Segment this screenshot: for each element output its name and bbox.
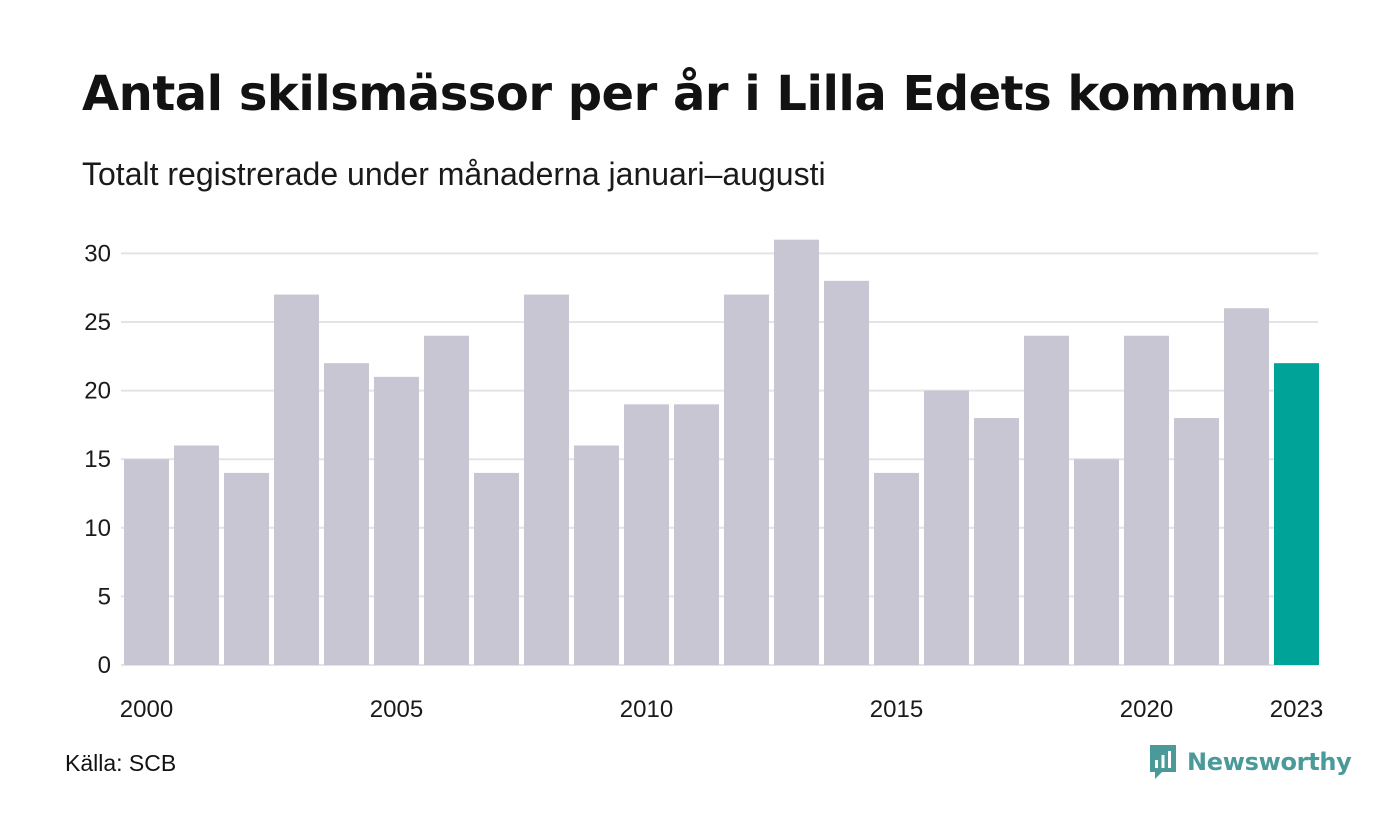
- bar-2015: [874, 472, 919, 665]
- bar-chart: 0 5 10 15 20 25 30 2000 2005 2010 2015 2020 2023: [84, 239, 1323, 723]
- bar-2021: [1174, 418, 1219, 665]
- x-tick-label-2000: 2000: [120, 696, 173, 723]
- bar-2013: [774, 239, 819, 665]
- bar-2016: [924, 390, 969, 665]
- y-tick-label-5: 5: [98, 583, 111, 610]
- bar-2010: [624, 404, 669, 665]
- bar-2006: [424, 335, 469, 665]
- bar-2003: [274, 294, 319, 665]
- bar-2011: [674, 404, 719, 665]
- bar-2007: [474, 472, 519, 665]
- bar-2017: [974, 418, 1019, 665]
- bar-2002: [224, 472, 269, 665]
- y-axis-tick-labels: 0 5 10 15 20 25 30: [84, 240, 111, 679]
- chart-subtitle: Totalt registrerade under månaderna janu…: [82, 156, 826, 192]
- y-tick-label-20: 20: [84, 378, 111, 405]
- bar-2020: [1124, 335, 1169, 665]
- y-tick-label-25: 25: [84, 309, 111, 336]
- bar-2008: [524, 294, 569, 665]
- bar-2009: [574, 445, 619, 665]
- newsworthy-logo: Newsworthy: [1148, 742, 1352, 782]
- bar-2000: [124, 459, 169, 665]
- newsworthy-bar-chart-bubble-icon: [1150, 745, 1176, 779]
- bar-2005: [374, 376, 419, 665]
- bar-2022: [1224, 308, 1269, 665]
- x-tick-label-2015: 2015: [870, 696, 923, 723]
- bar-2023: [1274, 363, 1319, 665]
- logo-text: Newsworthy: [1187, 748, 1352, 776]
- y-tick-label-0: 0: [98, 652, 111, 679]
- bar-2019: [1074, 459, 1119, 665]
- bar-2014: [824, 280, 869, 665]
- y-tick-label-30: 30: [84, 240, 111, 267]
- y-tick-label-10: 10: [84, 515, 111, 542]
- bar-2004: [324, 363, 369, 665]
- source-note: Källa: SCB: [65, 750, 177, 776]
- x-axis-tick-labels: 2000 2005 2010 2015 2020 2023: [120, 696, 1323, 723]
- y-tick-label-15: 15: [84, 446, 111, 473]
- bar-2018: [1024, 335, 1069, 665]
- x-tick-label-2023: 2023: [1270, 696, 1323, 723]
- x-tick-label-2010: 2010: [620, 696, 673, 723]
- x-tick-label-2020: 2020: [1120, 696, 1173, 723]
- chart-title: Antal skilsmässor per år i Lilla Edets k…: [82, 66, 1297, 122]
- bar-2012: [724, 294, 769, 665]
- bars: [124, 239, 1319, 665]
- x-tick-label-2005: 2005: [370, 696, 423, 723]
- bar-2001: [174, 445, 219, 665]
